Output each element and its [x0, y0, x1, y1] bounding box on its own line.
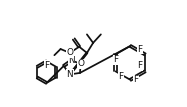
Text: N: N	[67, 70, 73, 79]
Text: F: F	[137, 61, 142, 71]
Text: F: F	[133, 75, 138, 84]
Text: N: N	[68, 56, 75, 65]
Text: O: O	[66, 48, 73, 57]
Text: O: O	[77, 59, 84, 68]
Text: F: F	[113, 55, 118, 64]
Text: F: F	[118, 72, 124, 81]
Text: F: F	[44, 61, 49, 70]
Text: F: F	[137, 45, 142, 54]
